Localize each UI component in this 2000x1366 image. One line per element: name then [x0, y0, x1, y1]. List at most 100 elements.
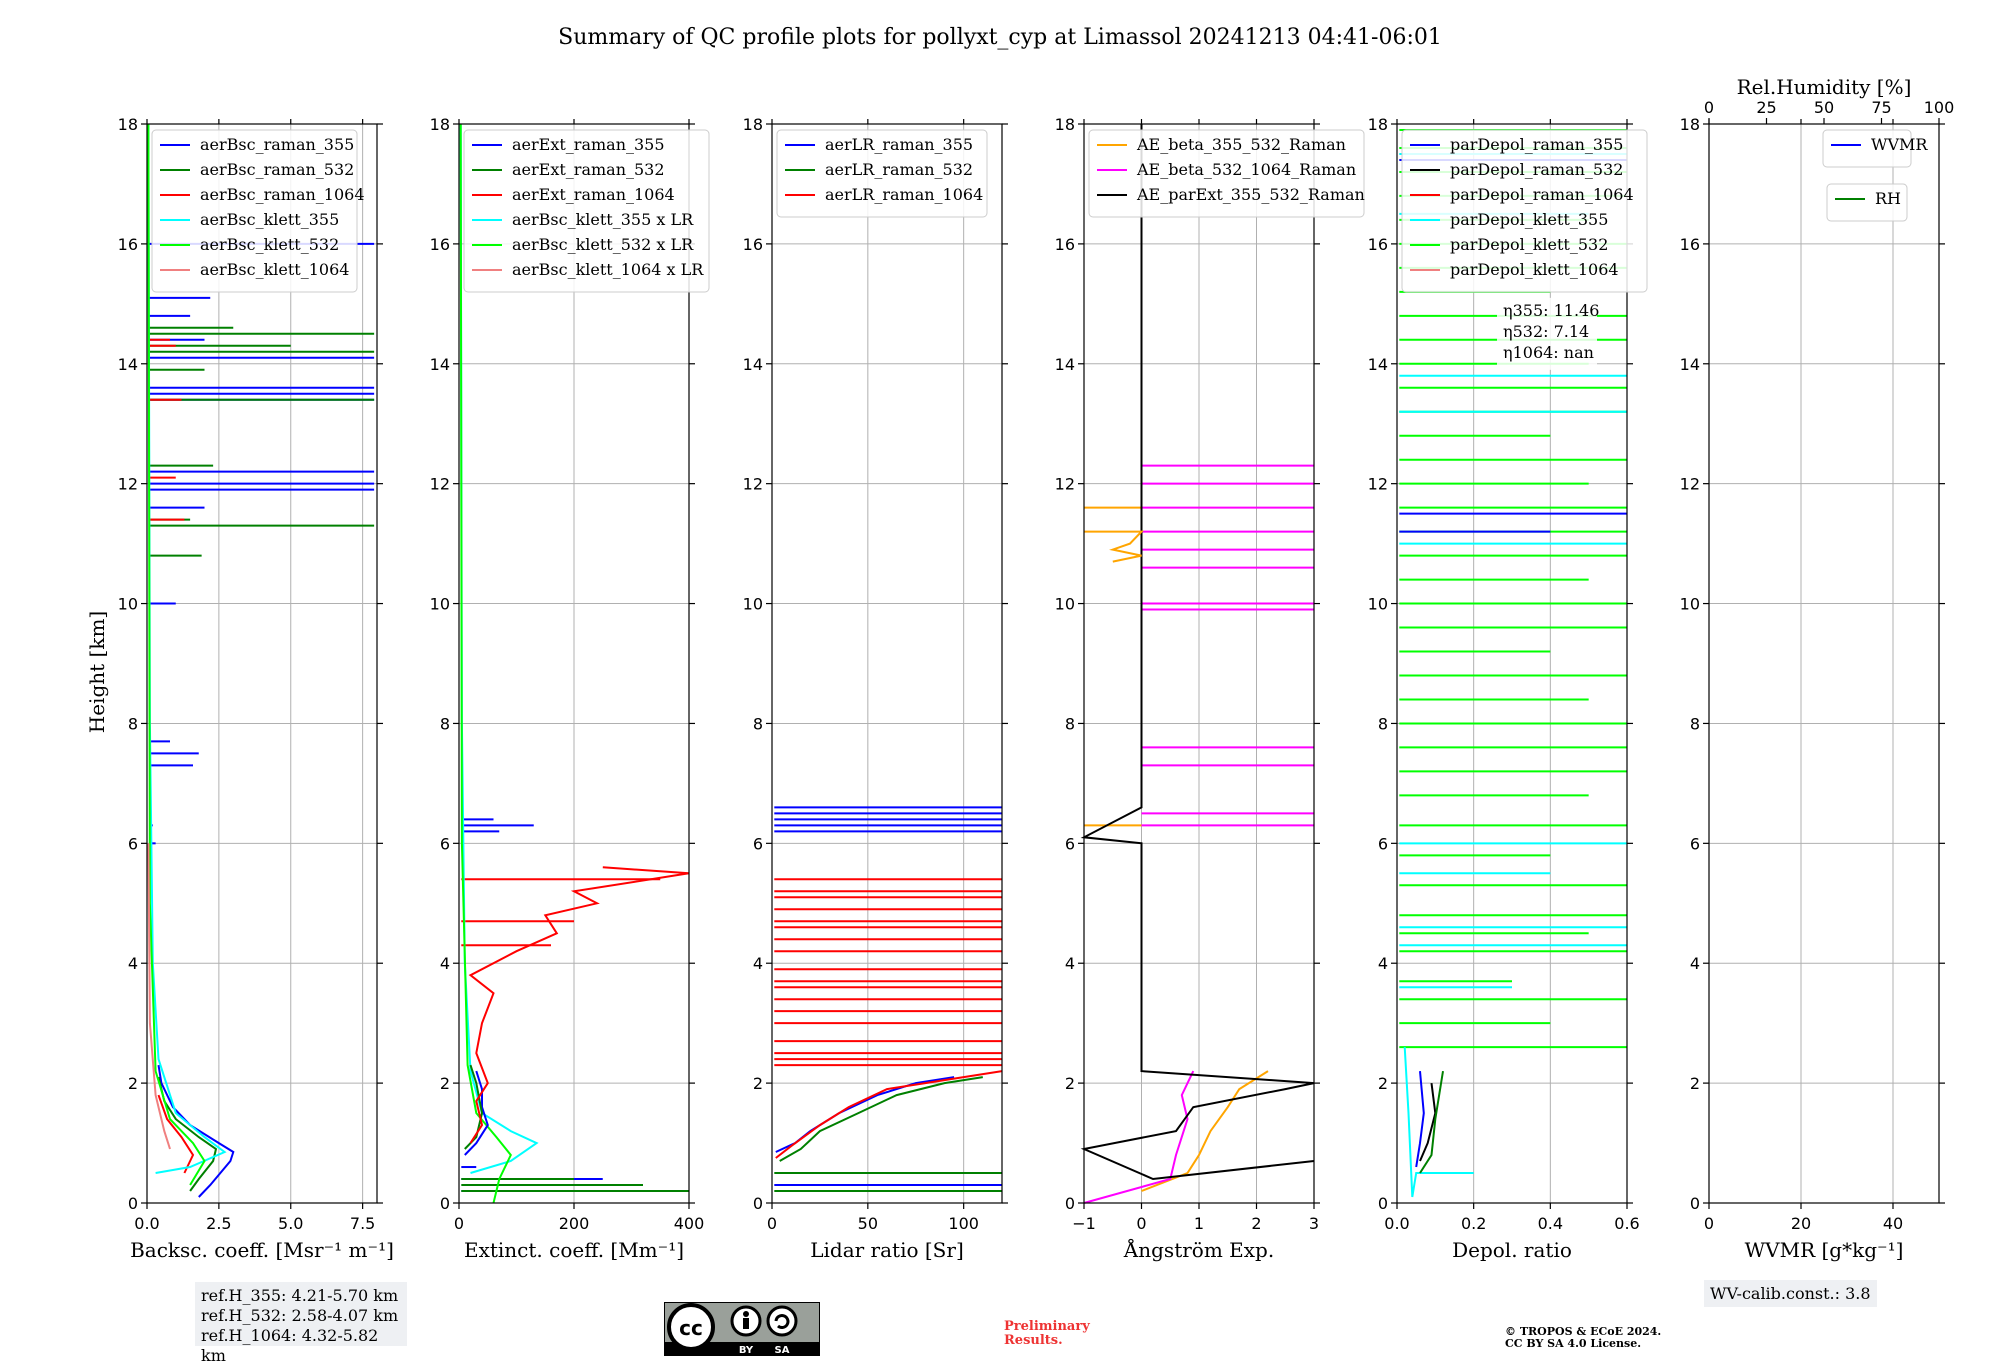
x-tick-label: 0.6 — [1614, 1214, 1639, 1233]
ref-height-532: ref.H_532: 2.58-4.07 km — [201, 1306, 399, 1325]
y-tick-label: 2 — [440, 1074, 450, 1093]
y-tick-label: 18 — [1680, 115, 1700, 134]
panel-wv: 0 20 40 0 2 4 6 8 10 12 14 16 18 WVMR [g*kg⁻¹] 0 25 50 75… — [1680, 75, 1955, 1262]
y-tick-label: 8 — [1065, 714, 1075, 733]
legend-label: aerBsc_klett_532 — [200, 235, 339, 254]
x-tick-label: 3 — [1309, 1214, 1319, 1233]
y-tick-label: 18 — [1055, 115, 1075, 134]
legend-label: aerBsc_klett_1064 x LR — [512, 260, 704, 279]
series-line-aerlr-raman-532 — [779, 1076, 983, 1162]
y-tick-label: 6 — [1065, 834, 1075, 853]
legend-box — [151, 129, 358, 293]
x-tick-label: 1 — [1194, 1214, 1204, 1233]
ref-height-355: ref.H_355: 4.21-5.70 km — [201, 1286, 399, 1305]
x-tick-label: 7.5 — [350, 1214, 375, 1233]
y-tick-label: 10 — [118, 595, 138, 614]
x-axis-label: WVMR [g*kg⁻¹] — [1745, 1238, 1904, 1262]
y-tick-label: 10 — [1055, 595, 1075, 614]
y-tick-label: 16 — [1680, 235, 1700, 254]
y-tick-label: 14 — [1680, 355, 1700, 374]
series-line-ae-parext-355-532-raman — [1080, 124, 1315, 1181]
y-tick-label: 12 — [1368, 475, 1388, 494]
y-tick-label: 16 — [1368, 235, 1388, 254]
eta-annotation-eta532: η532: 7.14 — [1503, 322, 1589, 341]
y-tick-label: 6 — [1378, 834, 1388, 853]
series-line-aerbsc-klett-355 — [147, 123, 227, 1174]
legend-label: aerBsc_klett_355 x LR — [512, 210, 694, 229]
x-tick-label: 5.0 — [278, 1214, 303, 1233]
x-axis-label: Depol. ratio — [1452, 1238, 1572, 1262]
top-x-axis-label: Rel.Humidity [%] — [1737, 75, 1912, 99]
x-tick-label: 0 — [454, 1214, 464, 1233]
series-line-aerlr-raman-1064 — [775, 1070, 1003, 1159]
x-tick-label: 0 — [1136, 1214, 1146, 1233]
legend-label: aerBsc_raman_532 — [200, 160, 354, 179]
legend-label: aerBsc_klett_532 x LR — [512, 235, 694, 254]
y-tick-label: 8 — [1690, 714, 1700, 733]
by-label: BY — [739, 1345, 754, 1356]
axes-frame — [1396, 123, 1628, 1204]
legend-label: aerLR_raman_532 — [825, 160, 973, 179]
y-tick-label: 10 — [743, 595, 763, 614]
legend-label: parDepol_klett_1064 — [1450, 260, 1619, 279]
eta-annotation-eta355: η355: 11.46 — [1503, 301, 1599, 320]
y-tick-label: 6 — [440, 834, 450, 853]
sa-icon-arrow — [774, 1314, 790, 1329]
top-x-tick-label: 0 — [1704, 98, 1714, 117]
legend-box — [1401, 129, 1648, 293]
y-tick-label: 6 — [753, 834, 763, 853]
legend-label: parDepol_raman_1064 — [1450, 185, 1634, 204]
y-tick-label: 0 — [753, 1194, 763, 1213]
legend-box — [463, 129, 710, 293]
y-tick-label: 14 — [1055, 355, 1075, 374]
y-tick-label: 12 — [743, 475, 763, 494]
panel-ext: 0 200 400 0 2 4 6 8 10 12 14 16 18 Extinct. coeff. [M… — [430, 115, 710, 1262]
y-tick-label: 4 — [440, 954, 450, 973]
legend-label: parDepol_klett_532 — [1450, 235, 1608, 254]
preliminary-line-2: Results. — [1004, 1333, 1063, 1348]
axes-frame — [146, 123, 378, 1204]
sa-icon — [766, 1305, 798, 1337]
eta-annotation-box — [1497, 297, 1597, 370]
panel-depol: 0.0 0.2 0.4 0.6 0 2 4 6 8 10 12 14 16 18 Depol. ratio p… — [1368, 115, 1648, 1262]
legend-label: RH — [1875, 189, 1901, 208]
x-tick-label: 0.0 — [1384, 1214, 1409, 1233]
legend-label: AE_beta_532_1064_Raman — [1136, 160, 1356, 179]
legend-label: aerExt_raman_532 — [512, 160, 665, 179]
legend-label: aerLR_raman_1064 — [825, 185, 983, 204]
y-tick-label: 12 — [118, 475, 138, 494]
y-tick-label: 14 — [430, 355, 450, 374]
legend-label: aerExt_raman_355 — [512, 135, 665, 154]
eta-annotation-eta1064: η1064: nan — [1503, 343, 1594, 362]
wv-calibration-box: WV-calib.const.: 3.8 — [1704, 1280, 1877, 1307]
top-x-tick-label: 100 — [1924, 98, 1955, 117]
cc-icon — [667, 1303, 715, 1351]
x-axis-label: Backsc. coeff. [Msr⁻¹ m⁻¹] — [130, 1238, 394, 1262]
y-tick-label: 16 — [118, 235, 138, 254]
legend-box — [1822, 129, 1912, 168]
y-tick-label: 2 — [753, 1074, 763, 1093]
y-tick-label: 2 — [1065, 1074, 1075, 1093]
top-x-tick-label: 25 — [1756, 98, 1776, 117]
y-tick-label: 0 — [440, 1194, 450, 1213]
y-tick-label: 2 — [1378, 1074, 1388, 1093]
legend-label: parDepol_klett_355 — [1450, 210, 1608, 229]
series-line-aerext-raman-1064 — [468, 866, 690, 1144]
top-x-tick-label: 50 — [1814, 98, 1834, 117]
x-axis-label: Extinct. coeff. [Mm⁻¹] — [464, 1238, 684, 1262]
y-tick-label: 18 — [430, 115, 450, 134]
x-tick-label: 2 — [1251, 1214, 1261, 1233]
preliminary-results-note: Preliminary Results. — [1004, 1320, 1090, 1348]
legend-label: aerBsc_klett_1064 — [200, 260, 349, 279]
series-line-aerbsc-raman-355 — [157, 1064, 235, 1198]
legend-box — [1826, 183, 1908, 222]
ref-height-1064: ref.H_1064: 4.32-5.82 km — [201, 1326, 379, 1365]
y-tick-label: 10 — [1368, 595, 1388, 614]
legend-label: aerBsc_raman_355 — [200, 135, 354, 154]
cc-license-logo: cc BY SA — [664, 1302, 820, 1356]
y-tick-label: 6 — [1690, 834, 1700, 853]
y-tick-label: 8 — [128, 714, 138, 733]
y-tick-label: 18 — [743, 115, 763, 134]
